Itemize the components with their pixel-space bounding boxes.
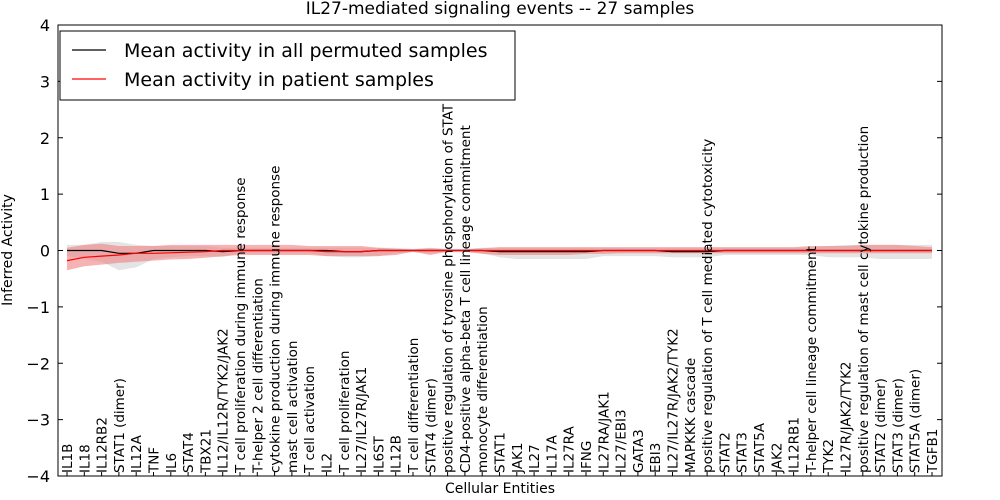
x-tick-label: IL12RB1	[787, 417, 803, 473]
x-tick-label: IL27R/JAK2/TYK2	[839, 361, 855, 473]
y-tick-label: 3	[40, 72, 50, 91]
legend-box	[59, 30, 516, 101]
y-tick-label: 0	[40, 242, 50, 261]
x-tick-label: STAT3	[735, 432, 751, 473]
x-tick-label: STAT3 (dimer)	[890, 378, 906, 473]
x-tick-label: positive regulation of tyrosine phosphor…	[441, 52, 457, 473]
y-tick-label: 4	[40, 16, 50, 35]
x-tick-label: T cell activation	[302, 366, 318, 474]
x-tick-label: IL27/IL27R/JAK2/TYK2	[666, 328, 682, 473]
x-tick-label: IL18	[77, 444, 93, 473]
x-tick-label: STAT2	[717, 432, 733, 473]
y-tick-label: −3	[26, 411, 50, 430]
x-tick-label: T cell proliferation	[337, 351, 353, 474]
x-tick-label: STAT1 (dimer)	[112, 378, 128, 473]
x-tick-label: TNF	[147, 447, 163, 474]
legend-label-permuted: Mean activity in all permuted samples	[124, 40, 487, 62]
y-tick-label: 1	[40, 185, 50, 204]
x-tick-label: JAK1	[510, 443, 526, 474]
x-tick-label: STAT5A	[752, 422, 768, 473]
x-tick-label: IL27RA	[562, 425, 578, 473]
x-tick-label: STAT5A (dimer)	[908, 369, 924, 473]
x-tick-label: STAT4 (dimer)	[423, 378, 439, 473]
y-tick-label: 2	[40, 129, 50, 148]
x-tick-label: TBX21	[198, 429, 214, 474]
x-tick-label: TYK2	[821, 439, 837, 474]
x-tick-label: IL27	[527, 444, 543, 473]
chart-title: IL27-mediated signaling events -- 27 sam…	[306, 0, 695, 19]
x-tick-label: IL6ST	[371, 435, 387, 473]
x-tick-label: positive regulation of T cell mediated c…	[700, 139, 716, 473]
y-tick-label: −1	[26, 298, 50, 317]
y-tick-label: −2	[26, 354, 50, 373]
x-axis-label: Cellular Entities	[445, 481, 555, 497]
x-tick-label: STAT2 (dimer)	[873, 378, 889, 473]
y-axis-label: Inferred Activity	[0, 194, 16, 306]
x-tick-label: STAT4	[181, 432, 197, 473]
x-tick-label: TGFB1	[925, 429, 941, 474]
x-tick-label: T-helper cell lineage commitment	[804, 246, 820, 474]
x-tick-label: cytokine production during immune respon…	[268, 166, 284, 473]
x-tick-label: STAT1	[493, 432, 509, 473]
x-tick-label: IL12/IL12R/TYK2/JAK2	[216, 328, 232, 473]
x-tick-label: IL6	[164, 453, 180, 473]
x-tick-label: monocyte differentiation	[475, 306, 491, 473]
x-tick-label: T cell proliferation during immune respo…	[233, 177, 249, 474]
x-tick-label: IL12B	[389, 435, 405, 473]
x-tick-label: positive regulation of mast cell cytokin…	[856, 126, 872, 473]
x-tick-label: IFNG	[579, 441, 595, 473]
x-tick-label: IL2	[320, 453, 336, 473]
legend: Mean activity in all permuted samples Me…	[59, 30, 516, 101]
line-patient	[66, 249, 932, 262]
x-tick-label: T cell differentiation	[406, 338, 422, 474]
x-tick-label: IL27/EBI3	[614, 409, 630, 473]
y-tick-label: −4	[26, 467, 50, 486]
x-tick-label: IL27RA/JAK1	[596, 391, 612, 473]
x-tick-label: GATA3	[631, 429, 647, 473]
x-tick-label: JAK2	[769, 443, 785, 474]
x-tick-label: MAPKKK cascade	[683, 358, 699, 473]
x-tick-label: T-helper 2 cell differentiation	[250, 278, 266, 474]
x-tick-label: IL12RB2	[95, 417, 111, 473]
x-tick-label: IL12A	[129, 434, 145, 473]
x-tick-label: EBI3	[648, 443, 664, 473]
x-tick-label: IL1B	[60, 444, 76, 473]
plot-frame	[57, 24, 943, 477]
legend-label-patient: Mean activity in patient samples	[124, 69, 434, 91]
x-tick-label: CD4-positive alpha-beta T cell lineage c…	[458, 125, 474, 473]
x-tick-label: IL17A	[544, 434, 560, 473]
x-tick-label: IL27/IL27R/JAK1	[354, 367, 370, 473]
x-tick-label: mast cell activation	[285, 341, 301, 473]
